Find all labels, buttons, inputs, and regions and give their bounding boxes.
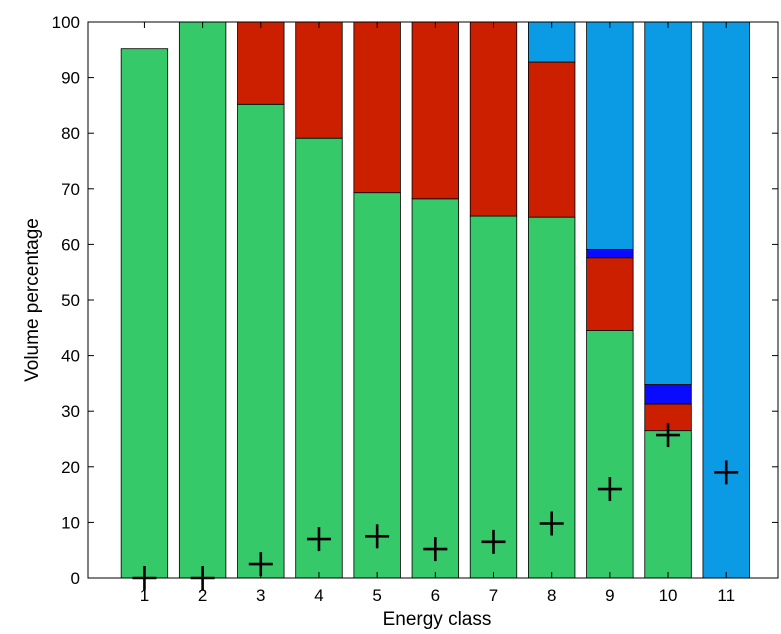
x-tick-label: 2 <box>198 586 207 605</box>
bar-segment-10-s4 <box>644 21 692 385</box>
bars-layer <box>120 21 750 579</box>
x-tick-label: 5 <box>372 586 381 605</box>
y-tick-label: 70 <box>61 180 80 199</box>
bar-segment-9-s3 <box>586 248 634 259</box>
bar-segment-5-s2 <box>353 21 401 194</box>
bar-segment-4-s1 <box>295 137 343 579</box>
axes-layer: 0 10 20 30 40 50 60 70 80 90 100 1 2 3 4 5 6 7 8 9 10 11 <box>52 13 779 605</box>
y-tick-label: 80 <box>61 124 80 143</box>
marker-plus-10 <box>656 423 681 448</box>
y-tick-label: 40 <box>61 347 80 366</box>
bar-segment-10-s1 <box>644 430 692 579</box>
x-tick-label: 10 <box>659 586 678 605</box>
bar-segment-9-s2 <box>586 257 634 331</box>
marker-plus-4 <box>306 527 331 552</box>
x-tick-label: 6 <box>431 586 440 605</box>
bar-segment-8-s4 <box>528 21 576 63</box>
bar-segment-5-s1 <box>353 192 401 579</box>
y-axis-title: Volume percentage <box>22 218 43 382</box>
y-tick-label: 90 <box>61 69 80 88</box>
x-tick-label: 11 <box>717 586 735 605</box>
y-tick-label: 30 <box>61 402 80 421</box>
bar-segment-4-s2 <box>295 21 343 139</box>
y-tick-label: 10 <box>61 513 80 532</box>
bar-segment-7-s1 <box>469 215 518 579</box>
bar-segment-6-s1 <box>411 198 459 579</box>
bar-segment-3-s1 <box>237 103 285 579</box>
marker-plus-7 <box>481 529 506 554</box>
x-tick-label: 7 <box>489 586 498 605</box>
bar-segment-3-s2 <box>237 21 285 105</box>
x-tick-label: 1 <box>140 586 149 605</box>
bar-segment-8-s2 <box>528 61 576 218</box>
bar-segment-7-s2 <box>469 21 518 217</box>
bar-segment-10-s3 <box>644 384 692 405</box>
bar-segment-9-s1 <box>586 330 634 579</box>
marker-plus-8 <box>539 511 564 536</box>
y-tick-label: 60 <box>61 235 80 254</box>
x-tick-label: 4 <box>314 586 323 605</box>
bar-segment-1-s1 <box>120 48 169 579</box>
x-tick-label: 8 <box>547 586 556 605</box>
marker-plus-9 <box>597 477 622 502</box>
y-tick-label: 20 <box>61 458 80 477</box>
bar-segment-11-s4 <box>702 21 750 579</box>
bar-segment-2-s1 <box>178 21 227 579</box>
bar-segment-6-s2 <box>411 21 459 200</box>
marker-plus-6 <box>423 537 448 562</box>
x-tick-label: 9 <box>605 586 614 605</box>
bar-segment-9-s4 <box>586 21 634 250</box>
y-tick-label: 0 <box>71 569 80 588</box>
y-tick-label: 50 <box>61 291 80 310</box>
x-axis-title: Energy class <box>383 609 492 630</box>
marker-plus-11 <box>714 460 739 485</box>
marker-plus-5 <box>365 524 390 549</box>
x-tick-label: 3 <box>256 586 265 605</box>
y-tick-label: 100 <box>52 13 80 32</box>
